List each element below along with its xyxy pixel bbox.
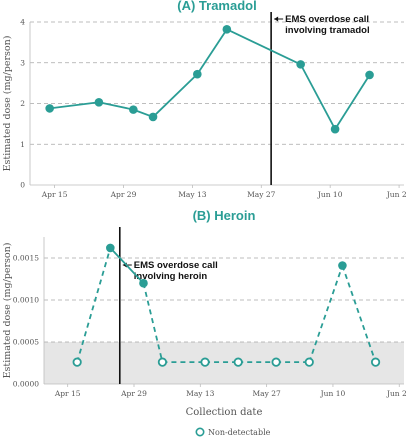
x-tick-label: May 13 [186, 389, 215, 398]
y-tick-label: 0.0000 [13, 380, 39, 389]
annotation-text-line1: EMS overdose call [134, 260, 218, 271]
series-segment [226, 28, 302, 66]
y-tick-label: 0 [20, 181, 25, 190]
x-tick-label: May 27 [247, 190, 276, 199]
data-point [106, 243, 115, 253]
x-tick-label: Jun 10 [317, 190, 343, 199]
series-segment [341, 265, 377, 363]
annotation-text-line2: involving heroin [134, 271, 208, 282]
data-point [296, 60, 305, 69]
x-tick-label: Apr 15 [54, 389, 81, 398]
data-point [222, 25, 232, 34]
data-point-non-detectable [233, 357, 243, 367]
series-segment [334, 74, 371, 130]
x-tick-label: May 13 [178, 190, 207, 199]
y-tick-label: 1 [20, 140, 25, 149]
panel-tramadol: (A) Tramadol 0 1 2 3 4 Apr 15 Apr 29 May 13 May 2… [2, 0, 406, 199]
series-segment [49, 101, 100, 110]
x-tick-label: Apr 29 [120, 389, 147, 398]
y-tick-label: 0.0005 [13, 338, 39, 347]
series-segment [299, 63, 336, 130]
legend: Non-detectable [195, 427, 271, 437]
data-point [148, 112, 158, 122]
annotation-text-line1: EMS overdose call [285, 14, 369, 25]
series-segment [76, 247, 112, 363]
legend-marker [195, 427, 205, 437]
x-tick-label: Jun 24 [386, 389, 406, 398]
legend-label: Non-detectable [208, 428, 271, 437]
series-segment [196, 28, 228, 75]
x-tick-label: May 27 [252, 389, 281, 398]
data-point [139, 278, 148, 288]
data-point [94, 97, 104, 107]
chart-title: (A) Tramadol [177, 0, 256, 13]
series-segment [98, 101, 134, 111]
data-point [365, 70, 374, 80]
y-axis-label: Estimated dose (mg/person) [2, 36, 13, 172]
data-point-non-detectable [200, 357, 210, 367]
annotation-text-line2: involving tramadol [285, 25, 369, 36]
data-point-non-detectable [271, 357, 281, 367]
data-point [45, 104, 54, 113]
y-tick-label: 0.0010 [13, 296, 39, 305]
data-point-non-detectable [72, 357, 82, 367]
series-segment [109, 247, 145, 284]
y-tick-label: 3 [20, 58, 25, 67]
y-axis-label: Estimated dose (mg/person) [2, 243, 13, 379]
series-segment [308, 265, 344, 363]
annotation-arrowhead [274, 16, 279, 22]
panel-heroin: (B) Heroin 0.0000 0.0005 0.0010 0.0015 Apr 15… [2, 208, 406, 418]
x-tick-label: Jun 10 [320, 389, 346, 398]
data-point [338, 261, 347, 270]
y-tick-label: 4 [20, 18, 25, 27]
data-point-non-detectable [370, 357, 381, 367]
x-tick-label: Apr 15 [41, 190, 68, 199]
chart-title: (B) Heroin [193, 208, 256, 223]
data-point-non-detectable [304, 357, 314, 367]
data-point [129, 105, 138, 114]
x-axis-label: Collection date [186, 407, 263, 418]
series-segment [152, 73, 198, 118]
x-tick-label: Jun 24 [386, 190, 406, 199]
x-tick-label: Apr 29 [110, 190, 137, 199]
y-tick-label: 2 [20, 99, 25, 108]
y-tick-label: 0.0015 [13, 254, 39, 263]
series-segment [142, 282, 164, 363]
data-point [193, 69, 202, 79]
data-point [330, 124, 340, 134]
data-point-non-detectable [157, 357, 168, 367]
